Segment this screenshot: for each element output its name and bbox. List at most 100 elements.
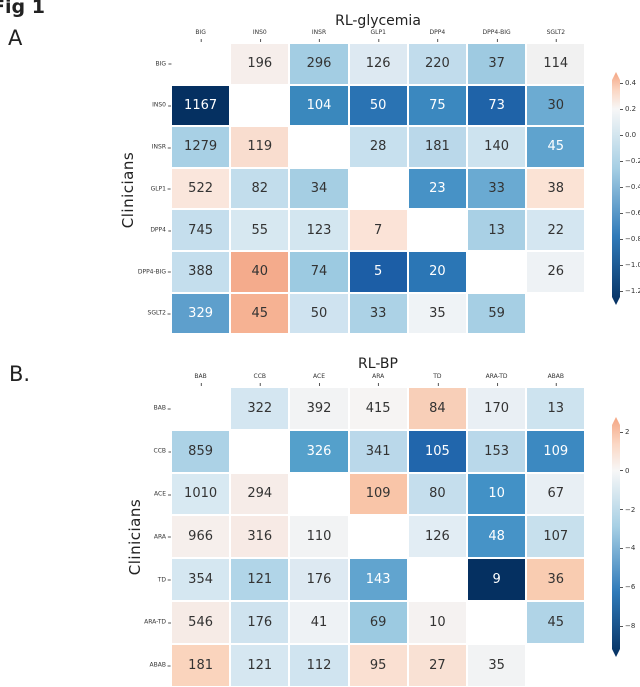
- y-tick-label: INS0: [152, 102, 171, 109]
- heatmap-cell: 294: [230, 472, 290, 516]
- colorbar-tick-label: −0.4: [620, 183, 640, 191]
- heatmap-cell: 45: [526, 126, 586, 168]
- heatmap-cell: 22: [526, 209, 586, 251]
- heatmap-cell: 1167: [171, 84, 231, 127]
- heatmap-cell: 176: [289, 558, 349, 601]
- heatmap-cell: 354: [171, 558, 231, 601]
- heatmap-cell: 104: [289, 84, 349, 127]
- heatmap-cell: 329: [171, 292, 231, 335]
- heatmap-cell: 45: [230, 292, 290, 335]
- y-tick-label: ABAB: [150, 662, 172, 669]
- colorbar-tick-label: 2: [620, 428, 629, 436]
- colorbar-tick-label: −0.8: [620, 235, 640, 243]
- heatmap-cell: 95: [348, 643, 408, 687]
- heatmap-cell: 123: [289, 209, 349, 251]
- heatmap-cell: 392: [289, 387, 349, 430]
- heatmap-cell: 859: [171, 429, 231, 473]
- heatmap-cell: 40: [230, 251, 290, 293]
- heatmap-cell: 82: [230, 167, 290, 210]
- x-tick-label: BAB: [194, 373, 207, 386]
- heatmap-cell: 13: [526, 387, 586, 430]
- heatmap-cell: 9: [467, 558, 527, 601]
- colorbar-tick-label: −1.0: [620, 261, 640, 269]
- heatmap-cell: 522: [171, 167, 231, 210]
- colorbar-gradient: [612, 417, 620, 657]
- heatmap-cell: 109: [526, 429, 586, 473]
- heatmap-cell: 109: [348, 472, 408, 516]
- x-tick-label: BIG: [195, 29, 206, 42]
- x-tick-label: ABAB: [547, 373, 565, 386]
- heatmap-cell: 26: [526, 251, 586, 293]
- heatmap-cell: 126: [348, 43, 408, 85]
- x-tick-label: INS0: [252, 29, 267, 42]
- y-tick-label: ARA-TD: [144, 619, 171, 626]
- heatmap-cell: 48: [467, 515, 527, 559]
- heatmap-cell: 170: [467, 387, 527, 430]
- heatmap-cell: 140: [467, 126, 527, 168]
- x-tick-label: SGLT2: [546, 29, 566, 42]
- colorbar-tick-label: −1.2: [620, 287, 640, 295]
- y-tick-label: GLP1: [151, 185, 172, 192]
- colorbar-tick-label: 0.0: [620, 131, 636, 139]
- heatmap-cell: 121: [230, 643, 290, 687]
- y-tick-label: INSR: [152, 144, 172, 151]
- colorbar-tick-label: 0.4: [620, 79, 636, 87]
- x-tick-label: DPP4-BIG: [482, 29, 511, 42]
- heatmap-cell: 388: [171, 251, 231, 293]
- heatmap-cell: 1010: [171, 472, 231, 516]
- heatmap-cell: 74: [289, 251, 349, 293]
- y-tick-label: ACE: [154, 491, 171, 498]
- heatmap-cell: 73: [467, 84, 527, 127]
- heatmap-cell: 322: [230, 387, 290, 430]
- chart-title-a: RL-glycemia: [335, 13, 421, 29]
- heatmap-cell: 341: [348, 429, 408, 473]
- heatmap-cell: 316: [230, 515, 290, 559]
- heatmap-cell: 5: [348, 251, 408, 293]
- x-tick-label: INSR: [311, 29, 327, 42]
- y-axis-label-b: Clinicians: [126, 498, 144, 576]
- heatmap-cell: 75: [407, 84, 467, 127]
- heatmap-cell: 69: [348, 601, 408, 644]
- heatmap-cell: 546: [171, 601, 231, 644]
- heatmap-cell: 41: [289, 601, 349, 644]
- heatmap-cell: 38: [526, 167, 586, 210]
- heatmap-cell: 33: [348, 292, 408, 335]
- x-tick-label: ACE: [313, 373, 325, 386]
- panel-label-a: A: [8, 26, 23, 50]
- heatmap-cell: 296: [289, 43, 349, 85]
- heatmap-cell: 143: [348, 558, 408, 601]
- y-tick-label: DPP4-BIG: [138, 268, 172, 275]
- colorbar-tick-label: −8: [620, 622, 635, 630]
- heatmap-cell: 196: [230, 43, 290, 85]
- colorbar: [612, 72, 620, 305]
- y-tick-label: SGLT2: [148, 310, 172, 317]
- heatmap-cell: 107: [526, 515, 586, 559]
- heatmap-cell: 326: [289, 429, 349, 473]
- colorbar-tick-label: −6: [620, 583, 635, 591]
- heatmap-cell: 35: [467, 643, 527, 687]
- heatmap-cell: 153: [467, 429, 527, 473]
- y-axis-label-a: Clinicians: [119, 151, 137, 229]
- colorbar-tick-label: −4: [620, 544, 635, 552]
- x-tick-label: TD: [433, 373, 442, 386]
- heatmap-cell: 23: [407, 167, 467, 210]
- heatmap-cell: 1279: [171, 126, 231, 168]
- colorbar-tick-label: −0.6: [620, 209, 640, 217]
- heatmap-cell: 7: [348, 209, 408, 251]
- heatmap-cell: 33: [467, 167, 527, 210]
- y-tick-label: DPP4: [150, 227, 171, 234]
- heatmap-cell: 181: [171, 643, 231, 687]
- heatmap-cell: 50: [348, 84, 408, 127]
- panel-label-b: B.: [9, 362, 31, 386]
- heatmap-cell: 105: [407, 429, 467, 473]
- y-tick-label: BIG: [155, 60, 171, 67]
- x-tick-label: DPP4: [429, 29, 446, 42]
- colorbar-tick-label: 0.2: [620, 105, 636, 113]
- x-tick-label: CCB: [253, 373, 267, 386]
- y-tick-label: BAB: [154, 405, 172, 412]
- heatmap-cell: 67: [526, 472, 586, 516]
- heatmap-cell: 10: [407, 601, 467, 644]
- x-tick-label: ARA: [372, 373, 385, 386]
- heatmap-cell: 110: [289, 515, 349, 559]
- heatmap-cell: 119: [230, 126, 290, 168]
